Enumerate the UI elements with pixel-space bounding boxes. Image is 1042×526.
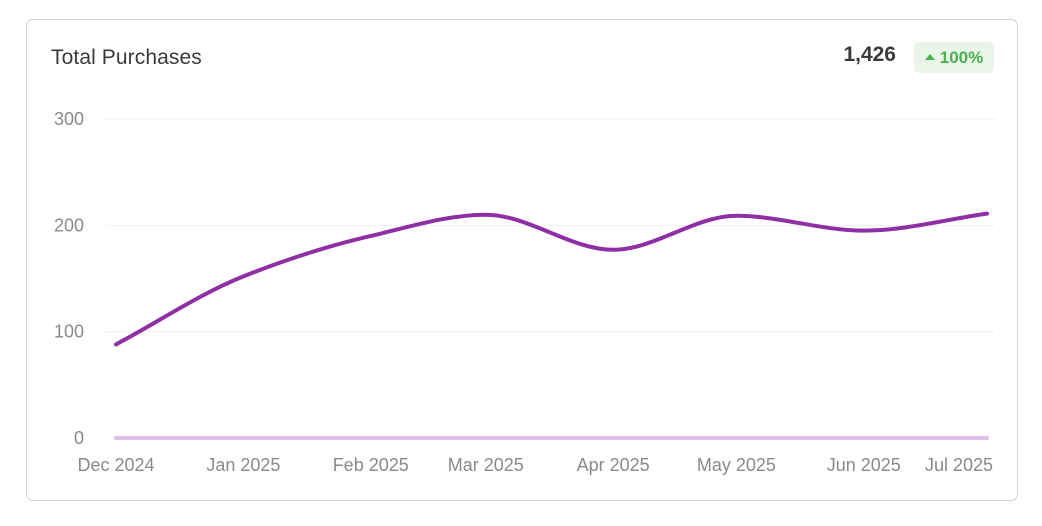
chart-title: Total Purchases [51,46,202,69]
x-tick-label: May 2025 [697,455,776,475]
x-tick-label: Jan 2025 [206,455,280,475]
change-badge: 100% [914,42,994,73]
x-tick-label: Feb 2025 [333,455,409,475]
x-tick-label: Mar 2025 [448,455,524,475]
series-line-current [114,211,989,347]
triangle-up-icon [924,53,935,60]
x-tick-label: Jul 2025 [925,455,993,475]
x-tick-label: Jun 2025 [827,455,901,475]
x-tick-label: Apr 2025 [577,455,650,475]
x-tick-label: Dec 2024 [77,455,154,475]
y-tick-label: 200 [54,215,84,235]
change-percent: 100% [939,47,984,67]
y-tick-label: 100 [54,322,84,342]
y-tick-label: 300 [54,109,84,129]
chart-card [26,19,1018,501]
total-value: 1,426 [843,43,896,66]
y-tick-label: 0 [74,428,84,448]
